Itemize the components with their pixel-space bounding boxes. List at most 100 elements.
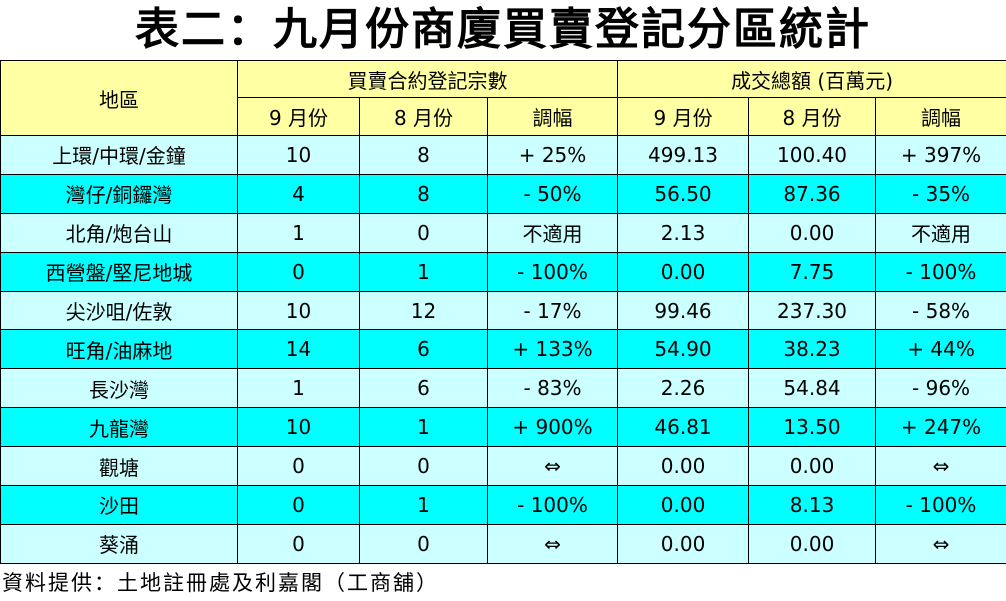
count-aug-cell: 8 bbox=[359, 173, 488, 214]
header-district: 地區 bbox=[0, 60, 238, 136]
amount-sep-cell: 46.81 bbox=[617, 407, 750, 448]
amount-change-cell: ⇔ bbox=[875, 523, 1006, 564]
count-aug-cell: 1 bbox=[359, 251, 488, 292]
district-cell: 旺角/油麻地 bbox=[0, 329, 238, 370]
district-cell: 上環/中環/金鐘 bbox=[0, 135, 238, 175]
amount-aug-cell: 0.00 bbox=[748, 523, 877, 564]
count-change-cell: - 100% bbox=[486, 251, 619, 292]
amount-sep-cell: 0.00 bbox=[617, 485, 750, 525]
district-cell: 長沙灣 bbox=[0, 368, 238, 409]
amount-change-cell: - 58% bbox=[875, 290, 1006, 331]
amount-sep-cell: 56.50 bbox=[617, 173, 750, 214]
header-transaction-amount: 成交總額 (百萬元) bbox=[617, 60, 1006, 98]
district-cell: 觀塘 bbox=[0, 446, 238, 487]
amount-aug-cell: 87.36 bbox=[748, 173, 877, 214]
amount-aug-cell: 237.30 bbox=[748, 290, 877, 331]
district-cell: 沙田 bbox=[0, 485, 238, 525]
count-change-cell: - 17% bbox=[486, 290, 619, 331]
amount-sep-cell: 499.13 bbox=[617, 135, 750, 175]
amount-sep-cell: 0.00 bbox=[617, 523, 750, 564]
amount-change-cell: + 397% bbox=[875, 135, 1006, 175]
header-count-change: 調幅 bbox=[486, 97, 619, 136]
district-cell: 葵涌 bbox=[0, 523, 238, 564]
amount-change-cell: + 247% bbox=[875, 407, 1006, 448]
amount-aug-cell: 54.84 bbox=[748, 368, 877, 409]
amount-aug-cell: 100.40 bbox=[748, 135, 877, 175]
count-sep-cell: 10 bbox=[237, 290, 360, 331]
amount-sep-cell: 2.26 bbox=[617, 368, 750, 409]
table-row: 旺角/油麻地 14 6 + 133% 54.90 38.23 + 44% bbox=[0, 329, 1006, 370]
count-aug-cell: 0 bbox=[359, 446, 488, 487]
district-cell: 九龍灣 bbox=[0, 407, 238, 448]
table-row: 尖沙咀/佐敦 10 12- 17% 99.46 237.30- 58% bbox=[0, 290, 1006, 331]
count-sep-cell: 14 bbox=[237, 329, 360, 370]
count-aug-cell: 8 bbox=[359, 135, 488, 175]
count-aug-cell: 1 bbox=[359, 485, 488, 525]
count-change-cell: 不適用 bbox=[486, 212, 619, 253]
amount-sep-cell: 2.13 bbox=[617, 212, 750, 253]
header-amount-change: 調幅 bbox=[875, 97, 1006, 136]
amount-change-cell: - 96% bbox=[875, 368, 1006, 409]
amount-aug-cell: 8.13 bbox=[748, 485, 877, 525]
district-cell: 灣仔/銅鑼灣 bbox=[0, 173, 238, 214]
count-sep-cell: 4 bbox=[237, 173, 360, 214]
header-registration-count: 買賣合約登記宗數 bbox=[236, 60, 619, 98]
table-row: 北角/炮台山 1 0 不適用 2.13 0.00 不適用 bbox=[0, 212, 1006, 253]
count-sep-cell: 0 bbox=[237, 251, 360, 292]
table-row: 上環/中環/金鐘 10 8 + 25% 499.13 100.40 + 397% bbox=[0, 135, 1006, 175]
table-row: 九龍灣 10 1 + 900% 46.81 13.50 + 247% bbox=[0, 407, 1006, 448]
count-aug-cell: 0 bbox=[359, 212, 488, 253]
table-row: 長沙灣 1 6- 83% 2.26 54.84- 96% bbox=[0, 368, 1006, 409]
district-cell: 尖沙咀/佐敦 bbox=[0, 290, 238, 331]
amount-aug-cell: 7.75 bbox=[748, 251, 877, 292]
district-statistics-table: 地區 買賣合約登記宗數 成交總額 (百萬元) 9 月份 8 月份 調幅 9 月份… bbox=[0, 60, 1006, 564]
count-sep-cell: 10 bbox=[237, 135, 360, 175]
header-count-sep: 9 月份 bbox=[237, 97, 360, 136]
count-aug-cell: 0 bbox=[359, 523, 488, 564]
table-row: 葵涌 0 0 ⇔ 0.00 0.00 ⇔ bbox=[0, 523, 1006, 564]
header-count-aug: 8 月份 bbox=[359, 97, 488, 136]
header-amount-sep: 9 月份 bbox=[617, 97, 750, 136]
count-sep-cell: 10 bbox=[237, 407, 360, 448]
table-row: 西營盤/堅尼地城 0 1- 100% 0.00 7.75- 100% bbox=[0, 251, 1006, 292]
count-change-cell: - 83% bbox=[486, 368, 619, 409]
amount-sep-cell: 0.00 bbox=[617, 446, 750, 487]
amount-sep-cell: 99.46 bbox=[617, 290, 750, 331]
amount-change-cell: ⇔ bbox=[875, 446, 1006, 487]
count-sep-cell: 1 bbox=[237, 368, 360, 409]
header-amount-aug: 8 月份 bbox=[748, 97, 877, 136]
table-body: 上環/中環/金鐘 10 8 + 25% 499.13 100.40 + 397% 灣仔/銅鑼灣… bbox=[0, 135, 1006, 564]
amount-change-cell: - 100% bbox=[875, 485, 1006, 525]
count-change-cell: + 25% bbox=[486, 135, 619, 175]
table-row: 沙田 0 1- 100% 0.00 8.13- 100% bbox=[0, 485, 1006, 525]
count-sep-cell: 1 bbox=[237, 212, 360, 253]
count-sep-cell: 0 bbox=[237, 446, 360, 487]
count-change-cell: + 900% bbox=[486, 407, 619, 448]
table-row: 觀塘 0 0 ⇔ 0.00 0.00 ⇔ bbox=[0, 446, 1006, 487]
count-change-cell: ⇔ bbox=[486, 523, 619, 564]
source-note: 資料提供：土地註冊處及利嘉閣（工商舖） bbox=[2, 571, 439, 595]
count-sep-cell: 0 bbox=[237, 523, 360, 564]
count-aug-cell: 6 bbox=[359, 368, 488, 409]
count-aug-cell: 6 bbox=[359, 329, 488, 370]
amount-aug-cell: 13.50 bbox=[748, 407, 877, 448]
amount-aug-cell: 0.00 bbox=[748, 212, 877, 253]
district-cell: 西營盤/堅尼地城 bbox=[0, 251, 238, 292]
page-title: 表二：九月份商廈買賣登記分區統計 bbox=[135, 4, 871, 55]
amount-change-cell: + 44% bbox=[875, 329, 1006, 370]
district-cell: 北角/炮台山 bbox=[0, 212, 238, 253]
amount-aug-cell: 0.00 bbox=[748, 446, 877, 487]
count-change-cell: - 100% bbox=[486, 485, 619, 525]
count-aug-cell: 12 bbox=[359, 290, 488, 331]
count-change-cell: ⇔ bbox=[486, 446, 619, 487]
amount-change-cell: - 35% bbox=[875, 173, 1006, 214]
amount-change-cell: - 100% bbox=[875, 251, 1006, 292]
count-sep-cell: 0 bbox=[237, 485, 360, 525]
count-aug-cell: 1 bbox=[359, 407, 488, 448]
count-change-cell: - 50% bbox=[486, 173, 619, 214]
amount-sep-cell: 54.90 bbox=[617, 329, 750, 370]
amount-aug-cell: 38.23 bbox=[748, 329, 877, 370]
count-change-cell: + 133% bbox=[486, 329, 619, 370]
table-row: 灣仔/銅鑼灣 4 8- 50% 56.50 87.36- 35% bbox=[0, 173, 1006, 214]
